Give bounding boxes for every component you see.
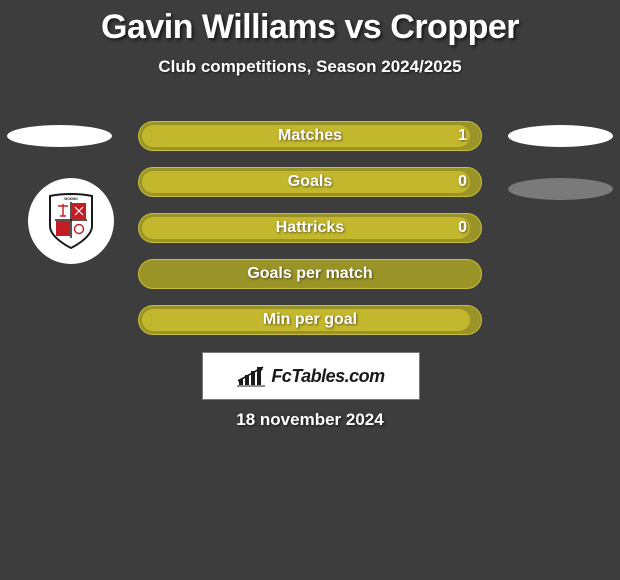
stat-label: Matches [139, 122, 481, 150]
stat-label: Min per goal [139, 306, 481, 334]
bar-chart-icon [237, 365, 265, 387]
stat-row: Min per goal [138, 305, 482, 335]
stat-value: 0 [458, 168, 467, 196]
brand-box: FcTables.com [202, 352, 420, 400]
stat-label: Hattricks [139, 214, 481, 242]
comparison-infographic: Gavin Williams vs Cropper Club competiti… [0, 0, 620, 580]
club-crest: WOKING [28, 178, 114, 264]
page-title: Gavin Williams vs Cropper [0, 0, 620, 47]
stat-value: 1 [458, 122, 467, 150]
brand-text: FcTables.com [271, 366, 384, 387]
stat-label: Goals per match [139, 260, 481, 288]
svg-text:WOKING: WOKING [64, 197, 78, 201]
stat-bars: Matches1Goals0Hattricks0Goals per matchM… [138, 121, 482, 351]
stat-row: Goals per match [138, 259, 482, 289]
shield-icon: WOKING [45, 192, 97, 250]
stat-label: Goals [139, 168, 481, 196]
stat-row: Matches1 [138, 121, 482, 151]
subtitle: Club competitions, Season 2024/2025 [0, 57, 620, 77]
stat-value: 0 [458, 214, 467, 242]
right-placeholder-ellipse-1 [508, 125, 613, 147]
stat-row: Hattricks0 [138, 213, 482, 243]
left-placeholder-ellipse [7, 125, 112, 147]
right-placeholder-ellipse-2 [508, 178, 613, 200]
date-text: 18 november 2024 [0, 410, 620, 430]
stat-row: Goals0 [138, 167, 482, 197]
